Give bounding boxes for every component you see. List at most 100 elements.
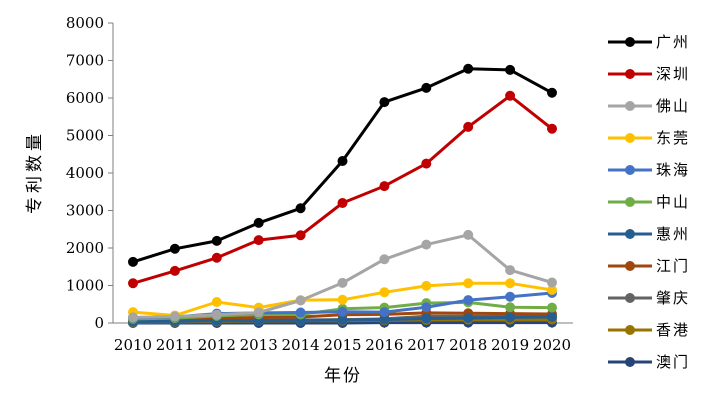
y-tick-label: 4000 [66,164,104,182]
y-tick-label: 2000 [66,239,104,257]
data-point [463,229,474,240]
data-point [505,302,516,313]
data-point [337,306,348,317]
data-point [128,278,138,289]
series-广州 [128,63,557,267]
x-tick-label: 2015 [323,336,361,354]
legend-item: 中山 [608,193,690,211]
legend-item: 肇庆 [608,289,690,307]
legend-item: 东莞 [608,129,690,147]
data-point [211,235,222,246]
data-point [505,291,516,302]
legend-label: 香港 [656,321,690,339]
data-point [505,90,516,101]
x-tick-label: 2014 [282,336,320,354]
data-point [253,235,264,246]
legend-swatch-marker [625,293,635,303]
data-point [463,63,474,74]
data-point [253,307,264,318]
data-point [547,277,557,288]
legend-swatch-marker [625,357,635,367]
y-tick-label: 1000 [66,277,104,295]
legend-item: 惠州 [608,225,688,243]
x-tick-label: 2018 [449,336,487,354]
data-point [211,309,222,320]
data-point [379,287,390,298]
legend-swatch-marker [625,197,635,207]
y-tick-label: 6000 [66,89,104,107]
y-tick-label: 5000 [66,127,104,145]
data-point [421,302,432,313]
data-point [421,280,432,291]
y-tick-label: 7000 [66,52,104,70]
data-point [379,254,390,265]
data-point [211,297,222,307]
legend-item: 佛山 [608,97,690,115]
data-point [295,295,306,306]
y-tick-label: 0 [94,314,104,332]
legend-swatch-marker [625,325,635,335]
series-佛山 [128,229,557,323]
data-point [128,256,138,267]
legend-label: 肇庆 [656,289,690,307]
legend-label: 澳门 [656,353,690,371]
data-point [337,198,348,208]
data-point [169,265,180,276]
legend-label: 佛山 [656,97,690,115]
legend-label: 深圳 [656,65,690,83]
series-layer [128,63,557,328]
legend-item: 香港 [608,321,690,339]
data-point [463,313,474,324]
data-point [337,277,348,288]
data-point [463,295,474,306]
data-point [547,302,557,313]
data-point [547,312,557,322]
data-point [169,311,180,322]
legend-swatch-marker [625,229,635,239]
data-point [505,278,516,289]
data-point [253,217,264,228]
legend-label: 东莞 [656,129,690,147]
data-point [547,87,557,98]
x-tick-label: 2010 [114,336,152,354]
x-tick-label: 2013 [240,336,278,354]
y-tick-label: 3000 [66,202,104,220]
data-point [421,313,432,324]
legend-swatch-marker [625,101,635,111]
legend-item: 广州 [608,33,688,51]
legend-label: 珠海 [656,161,690,179]
legend-label: 江门 [656,257,690,275]
data-point [337,156,348,166]
data-point [463,278,474,289]
data-point [379,181,390,192]
legend-item: 深圳 [608,65,690,83]
data-point [505,312,516,323]
x-axis-title: 年份 [324,366,362,386]
data-point [421,82,432,93]
x-tick-label: 2012 [198,336,236,354]
data-point [421,239,432,250]
x-tick-label: 2020 [533,336,571,354]
data-point [547,123,557,134]
y-axis: 0 1000 2000 3000 4000 5000 6000 7000 8000 [66,14,114,332]
data-point [295,203,306,214]
data-point [505,265,516,276]
legend-swatch-marker [625,37,635,47]
data-point [421,158,432,169]
x-tick-label: 2016 [365,336,403,354]
data-point [337,315,348,325]
y-axis-title: 专利数量 [25,130,45,214]
legend-swatch-marker [625,69,635,79]
legend-swatch-marker [625,165,635,175]
x-tick-label: 2011 [156,336,194,354]
data-point [463,121,474,132]
data-point [211,252,222,263]
legend-swatch-marker [625,261,635,271]
legend-label: 中山 [656,193,690,211]
y-tick-label: 8000 [66,14,104,32]
x-tick-label: 2019 [491,336,529,354]
legend-item: 江门 [608,257,690,275]
data-point [505,64,516,75]
